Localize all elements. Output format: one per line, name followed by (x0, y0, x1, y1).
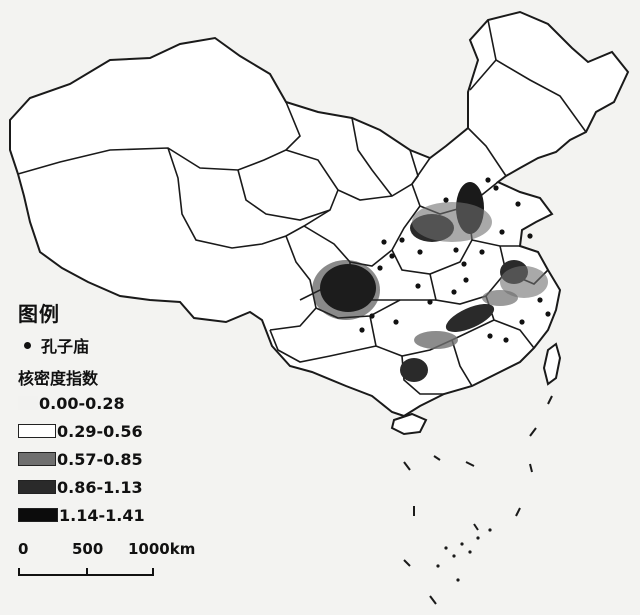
legend-title: 图例 (18, 302, 60, 326)
legend-swatch (18, 424, 56, 438)
legend-class-row: 0.57-0.85 (18, 445, 145, 473)
legend-swatch (18, 508, 58, 522)
legend-swatch (18, 480, 56, 494)
legend-class-label: 0.29-0.56 (57, 421, 143, 441)
legend-swatch (18, 452, 56, 466)
temple-dot-icon (24, 341, 31, 349)
legend-class-row: 0.29-0.56 (18, 417, 145, 445)
legend-class-label: 0.00-0.28 (39, 393, 125, 413)
density-surface (312, 182, 548, 382)
taiwan-outline (542, 342, 562, 386)
scale-label-1000: 1000km (128, 540, 196, 558)
legend-class-label: 0.86-1.13 (57, 477, 143, 497)
legend-class-row: 0.00-0.28 (18, 389, 145, 417)
legend-density-title: 核密度指数 (18, 369, 99, 388)
scale-label-0: 0 (18, 540, 29, 558)
map-legend: 图例 孔子庙 核密度指数 0.00-0.28 0.29-0.56 0.57-0.… (18, 298, 145, 529)
legend-class-label: 1.14-1.41 (59, 505, 145, 525)
hainan-outline (390, 412, 428, 436)
legend-class-label: 0.57-0.85 (57, 449, 143, 469)
temple-points (359, 177, 551, 343)
legend-class-row: 1.14-1.41 (18, 501, 145, 529)
legend-point-label: 孔子庙 (41, 337, 90, 356)
scale-line (18, 568, 154, 576)
legend-point-row: 孔子庙 (18, 333, 145, 357)
island-specks (436, 528, 492, 582)
scale-bar: 0 500 1000km (18, 540, 218, 576)
scale-labels: 0 500 1000km (18, 540, 218, 558)
south-sea-islands (403, 395, 553, 605)
scale-label-500: 500 (72, 540, 104, 558)
legend-class-row: 0.86-1.13 (18, 473, 145, 501)
legend-swatch (18, 396, 38, 410)
